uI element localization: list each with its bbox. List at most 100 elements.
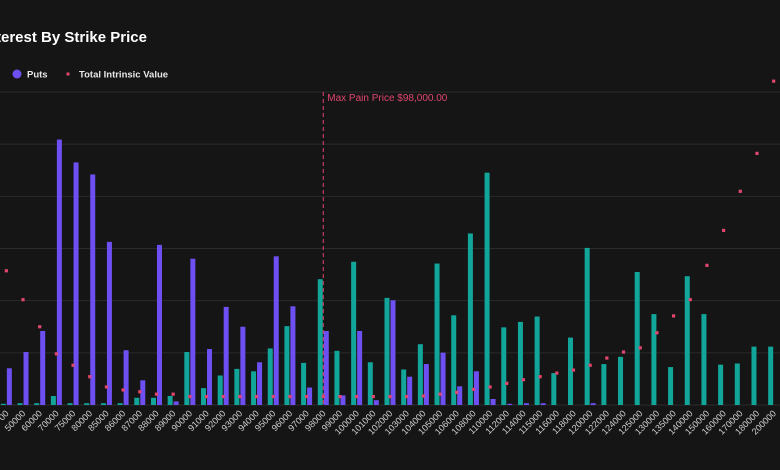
- call-bar-89000[interactable]: [167, 395, 173, 405]
- put-bar-110000[interactable]: [490, 398, 496, 405]
- call-bar-106000[interactable]: [451, 315, 457, 405]
- put-bar-94000[interactable]: [257, 362, 263, 405]
- intrinsic-point-125000[interactable]: [638, 346, 642, 350]
- intrinsic-point-94000[interactable]: [254, 394, 259, 399]
- call-bar-85000[interactable]: [100, 403, 106, 405]
- call-bar-80000[interactable]: [84, 403, 90, 405]
- intrinsic-point-160000[interactable]: [722, 228, 726, 233]
- put-bar-50000[interactable]: [23, 352, 29, 405]
- intrinsic-point-118000[interactable]: [571, 368, 576, 372]
- call-bar-110000[interactable]: [484, 172, 490, 405]
- call-bar-40000[interactable]: [0, 403, 6, 405]
- call-bar-91000[interactable]: [201, 388, 207, 405]
- intrinsic-point-135000[interactable]: [671, 314, 676, 318]
- call-bar-116000[interactable]: [551, 373, 557, 405]
- call-bar-135000[interactable]: [668, 367, 674, 405]
- intrinsic-point-91000[interactable]: [204, 394, 209, 399]
- intrinsic-point-75000[interactable]: [71, 363, 75, 367]
- put-bar-105000[interactable]: [440, 352, 446, 405]
- call-bar-124000[interactable]: [618, 356, 624, 405]
- put-bar-75000[interactable]: [73, 162, 79, 405]
- put-bar-104000[interactable]: [423, 364, 429, 405]
- call-bar-60000[interactable]: [34, 403, 40, 405]
- put-bar-98000[interactable]: [323, 330, 329, 405]
- put-bar-114000[interactable]: [523, 403, 529, 405]
- intrinsic-point-105000[interactable]: [438, 392, 442, 396]
- put-bar-120000[interactable]: [590, 403, 596, 405]
- intrinsic-point-101000[interactable]: [371, 394, 375, 399]
- intrinsic-point-116000[interactable]: [555, 371, 559, 375]
- put-bar-115000[interactable]: [540, 403, 546, 405]
- put-bar-85000[interactable]: [106, 241, 112, 405]
- intrinsic-point-140000[interactable]: [688, 298, 692, 302]
- intrinsic-point-70000[interactable]: [54, 352, 58, 356]
- intrinsic-point-60000[interactable]: [38, 325, 42, 329]
- call-bar-118000[interactable]: [567, 337, 573, 405]
- call-bar-103000[interactable]: [401, 369, 407, 405]
- intrinsic-point-102000[interactable]: [388, 394, 392, 399]
- call-bar-98000[interactable]: [317, 279, 323, 405]
- put-bar-97000[interactable]: [307, 387, 313, 405]
- call-bar-96000[interactable]: [284, 326, 290, 405]
- call-bar-160000[interactable]: [718, 364, 724, 405]
- call-bar-100000[interactable]: [351, 261, 357, 405]
- intrinsic-point-85000[interactable]: [104, 385, 109, 389]
- call-bar-92000[interactable]: [217, 375, 223, 405]
- call-bar-99000[interactable]: [334, 350, 340, 405]
- call-bar-102000[interactable]: [384, 297, 390, 405]
- intrinsic-point-170000[interactable]: [738, 189, 742, 193]
- intrinsic-point-89000[interactable]: [171, 392, 175, 396]
- intrinsic-point-124000[interactable]: [621, 350, 626, 354]
- put-bar-103000[interactable]: [407, 376, 413, 405]
- call-bar-88000[interactable]: [150, 397, 156, 405]
- call-bar-200000[interactable]: [768, 346, 774, 405]
- call-bar-93000[interactable]: [234, 368, 240, 405]
- call-bar-120000[interactable]: [584, 247, 590, 405]
- call-bar-86000[interactable]: [117, 403, 123, 405]
- intrinsic-point-180000[interactable]: [755, 151, 759, 155]
- intrinsic-point-112000[interactable]: [505, 381, 509, 385]
- intrinsic-point-93000[interactable]: [238, 394, 242, 399]
- call-bar-90000[interactable]: [184, 352, 190, 405]
- intrinsic-point-200000[interactable]: [772, 79, 776, 83]
- call-bar-97000[interactable]: [301, 362, 307, 405]
- put-bar-88000[interactable]: [156, 244, 162, 405]
- put-bar-96000[interactable]: [290, 306, 296, 405]
- intrinsic-point-95000[interactable]: [271, 394, 275, 399]
- put-bar-100000[interactable]: [357, 330, 363, 405]
- call-bar-105000[interactable]: [434, 263, 440, 405]
- put-bar-106000[interactable]: [457, 386, 463, 405]
- call-bar-95000[interactable]: [267, 348, 273, 405]
- call-bar-50000[interactable]: [17, 403, 23, 405]
- put-bar-86000[interactable]: [123, 350, 129, 405]
- intrinsic-point-106000[interactable]: [455, 390, 459, 394]
- call-bar-112000[interactable]: [501, 327, 507, 405]
- intrinsic-point-110000[interactable]: [488, 385, 492, 389]
- put-bar-108000[interactable]: [473, 371, 479, 405]
- intrinsic-point-50000[interactable]: [21, 298, 25, 302]
- legend-item-puts[interactable]: Puts: [12, 69, 48, 81]
- put-bar-101000[interactable]: [373, 400, 379, 405]
- intrinsic-point-97000[interactable]: [304, 394, 309, 399]
- call-bar-94000[interactable]: [251, 371, 257, 405]
- intrinsic-point-96000[interactable]: [288, 394, 292, 399]
- call-bar-170000[interactable]: [734, 363, 740, 405]
- put-bar-40000[interactable]: [6, 368, 12, 405]
- intrinsic-point-108000[interactable]: [471, 387, 476, 391]
- put-bar-95000[interactable]: [273, 256, 279, 405]
- put-bar-89000[interactable]: [173, 401, 179, 405]
- call-bar-130000[interactable]: [651, 314, 657, 405]
- call-bar-122000[interactable]: [601, 364, 607, 405]
- intrinsic-point-114000[interactable]: [521, 378, 526, 382]
- intrinsic-point-122000[interactable]: [605, 356, 609, 360]
- intrinsic-point-99000[interactable]: [338, 394, 342, 399]
- put-bar-99000[interactable]: [340, 395, 346, 405]
- legend-item-total-intrinsic-value[interactable]: Total Intrinsic Value: [66, 70, 169, 81]
- intrinsic-point-40000[interactable]: [4, 269, 8, 273]
- intrinsic-point-87000[interactable]: [138, 390, 142, 394]
- put-bar-112000[interactable]: [507, 403, 513, 405]
- intrinsic-point-150000[interactable]: [705, 263, 709, 267]
- put-bar-87000[interactable]: [140, 380, 146, 405]
- put-bar-80000[interactable]: [90, 174, 96, 405]
- put-bar-102000[interactable]: [390, 300, 396, 405]
